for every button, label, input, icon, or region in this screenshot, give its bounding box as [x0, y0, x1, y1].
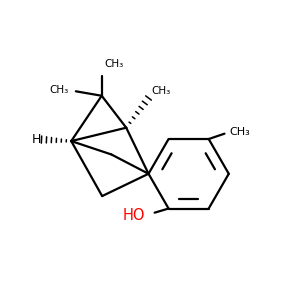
Text: H: H [32, 133, 41, 146]
Text: CH₃: CH₃ [105, 59, 124, 69]
Text: CH₃: CH₃ [230, 128, 250, 137]
Text: CH₃: CH₃ [50, 85, 69, 95]
Text: CH₃: CH₃ [151, 85, 170, 96]
Text: HO: HO [122, 208, 145, 223]
